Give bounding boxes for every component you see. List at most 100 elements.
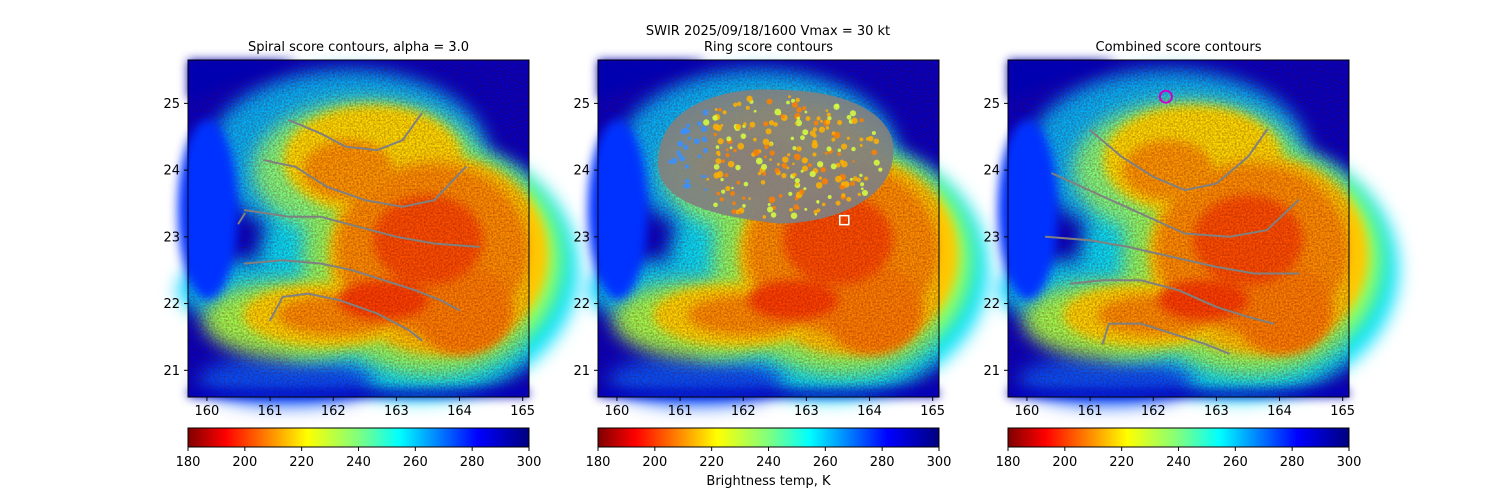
- ring-speckle: [736, 101, 742, 107]
- ring-speckle: [794, 122, 798, 125]
- ring-speckle: [800, 135, 805, 141]
- ring-speckle: [743, 122, 747, 126]
- ring-speckle: [860, 187, 864, 191]
- score-contour: [243, 259, 461, 312]
- ring-speckle: [726, 136, 732, 142]
- ring-speckle: [677, 140, 684, 147]
- score-contour: [262, 159, 467, 208]
- ring-speckle: [702, 109, 709, 116]
- ring-speckle: [725, 185, 731, 192]
- colorbar-tick-label: 220: [289, 455, 314, 470]
- ring-speckle: [820, 166, 826, 173]
- y-tick-label: 24: [983, 164, 1000, 179]
- ring-speckle: [729, 146, 733, 150]
- ring-speckle: [761, 163, 768, 170]
- colorbar-3: 180 200 220 240 260 280 300: [996, 427, 1361, 470]
- x-tick-label: 164: [1267, 404, 1292, 419]
- ring-score-region: [657, 89, 894, 224]
- ring-speckle: [738, 211, 742, 215]
- ring-speckle: [811, 142, 819, 149]
- ring-speckle: [804, 158, 808, 162]
- ring-speckle: [846, 114, 852, 120]
- ring-speckle: [733, 148, 737, 153]
- ring-speckle: [778, 194, 783, 198]
- ring-speckle: [813, 209, 818, 214]
- y-tick-label: 21: [163, 364, 180, 379]
- panel-spiral: Spiral score contours, alpha = 3.0 160 16…: [163, 40, 578, 419]
- x-tick-label: 165: [920, 404, 945, 419]
- ring-speckle: [816, 208, 821, 213]
- colorbar-tick-label: 180: [996, 455, 1021, 470]
- ring-speckle: [818, 176, 822, 180]
- ring-speckle: [795, 97, 800, 103]
- ring-speckle: [813, 120, 819, 126]
- ring-speckle: [735, 123, 742, 130]
- ring-speckle: [757, 171, 762, 176]
- x-tick-label: 161: [668, 404, 693, 419]
- ring-speckle: [768, 196, 776, 203]
- ring-speckle: [715, 158, 722, 165]
- ring-speckle: [860, 182, 865, 187]
- ring-speckle: [826, 112, 831, 117]
- marker-layer: [1158, 89, 1173, 104]
- ring-speckle: [791, 101, 798, 108]
- ring-speckle: [852, 160, 855, 163]
- x-tick-label: 162: [731, 404, 756, 419]
- x-axis: 160 161 162 163 164 165: [605, 397, 945, 419]
- ring-speckle: [713, 132, 717, 137]
- x-tick-label: 164: [857, 404, 882, 419]
- colorbar-tick-label: 260: [813, 455, 838, 470]
- ring-speckle: [773, 122, 778, 127]
- y-axis: 21 22 23 24 25: [983, 97, 1008, 379]
- ring-speckle: [719, 197, 724, 202]
- ring-speckle: [831, 137, 836, 142]
- ring-speckle: [679, 155, 686, 162]
- center-marker-circle: [1158, 89, 1173, 104]
- ring-speckle: [781, 172, 787, 179]
- ring-speckle: [703, 119, 710, 126]
- x-tick-label: 161: [258, 404, 283, 419]
- y-tick-label: 23: [163, 230, 180, 245]
- ring-speckle: [837, 119, 843, 126]
- ring-speckle: [792, 162, 795, 166]
- x-tick-label: 164: [447, 404, 472, 419]
- ring-speckle: [713, 163, 720, 170]
- ring-speckle: [849, 110, 857, 117]
- ring-speckle: [769, 158, 772, 161]
- ring-speckle: [676, 150, 681, 154]
- ring-speckle: [786, 166, 790, 170]
- ring-speckle: [833, 131, 841, 139]
- ring-speckle: [727, 160, 735, 168]
- ring-speckle: [849, 181, 855, 187]
- ring-speckle: [826, 146, 832, 152]
- y-tick-label: 22: [573, 297, 590, 312]
- ring-speckle: [762, 171, 767, 176]
- score-contour: [1051, 172, 1300, 238]
- ring-speckle: [852, 176, 858, 182]
- colorbar-tick-label: 240: [346, 455, 371, 470]
- ring-speckle: [857, 192, 861, 197]
- score-contour: [1044, 235, 1300, 275]
- center-marker-square: [839, 214, 850, 226]
- colorbar-tick-label: 200: [1052, 455, 1077, 470]
- ring-speckle: [802, 129, 809, 136]
- panel-title: Ring score contours: [704, 40, 833, 55]
- colorbar-tick-label: 260: [403, 455, 428, 470]
- ring-speckle: [743, 181, 749, 187]
- ring-speckle: [846, 136, 850, 140]
- ring-contour-mass: [657, 89, 894, 224]
- ring-speckle: [873, 159, 880, 166]
- colorbar-tick-label: 280: [1280, 455, 1305, 470]
- ring-speckle: [821, 202, 826, 207]
- ring-speckle: [782, 163, 788, 169]
- ring-speckle: [730, 191, 736, 197]
- ring-speckle: [725, 153, 730, 158]
- score-contour: [1070, 279, 1275, 325]
- x-axis: 160 161 162 163 164 165: [195, 397, 535, 419]
- colorbar-2: 180 200 220 240 260 280 300: [586, 427, 951, 470]
- ring-speckle: [702, 147, 708, 153]
- ring-speckle: [802, 106, 807, 111]
- ring-speckle: [794, 178, 800, 184]
- ring-speckle: [712, 115, 718, 121]
- ring-speckle: [819, 119, 823, 123]
